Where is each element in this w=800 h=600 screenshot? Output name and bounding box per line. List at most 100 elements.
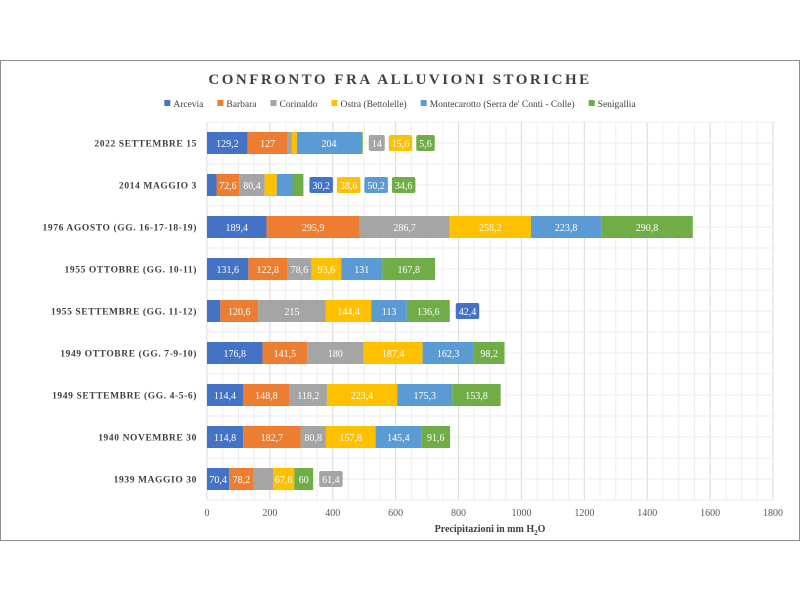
data-label-tag [416,135,435,151]
bar-segment [289,384,327,406]
category-label: 1949 SETTEMBRE (GG. 4-5-6) [52,391,197,402]
bar-segment [371,300,407,322]
data-label-tag [309,177,333,193]
data-label-tag [319,471,343,487]
bar-segment [287,132,292,154]
bar-segment [307,342,364,364]
bar-segment [262,342,308,364]
legend-swatch [164,100,171,106]
bar-segment [422,342,474,364]
bar-segment [601,216,693,238]
data-label: 61,4 [322,475,340,486]
category-label: 1940 NOVEMBRE 30 [98,434,197,444]
legend-label: Arcevia [173,100,204,110]
bar-segment [375,426,422,448]
bar-segment [207,132,248,154]
bar-segment [207,216,267,238]
data-label: 72,6 [219,181,237,192]
bar-segment [243,426,301,448]
legend-swatch [331,100,338,106]
x-tick-label: 1000 [511,508,531,519]
x-tick-label: 600 [388,508,403,519]
data-label: 78,6 [291,265,309,276]
bar-segment [247,132,288,154]
data-label-tag [388,135,413,151]
x-tick-labels: 0 200 400 600 800 1000 1200 1400 1600 1800 [205,508,784,519]
bar-segment [300,426,326,448]
bar-segment [311,258,342,280]
x-tick-label: 0 [205,508,210,519]
bar-segment [294,468,314,490]
x-tick-label: 1200 [574,508,594,519]
data-label: 42,4 [459,307,477,318]
bar-segment [216,174,240,196]
category-label: 1949 OTTOBRE (GG. 7-9-10) [60,349,197,360]
bar-segment [286,258,312,280]
bar-segment [406,300,450,322]
legend-swatch [217,100,224,106]
legend-label: Ostra (Bettolelle) [340,99,406,110]
legend-label: Montecarotto (Serra de' Conti - Colle) [430,99,575,110]
data-label: 14 [372,139,382,150]
category-label: 1976 AGOSTO (GG. 16-17-18-19) [43,223,197,234]
bar-segment [361,132,363,154]
bar-segment [473,342,505,364]
category-label: 1955 OTTOBRE (GG. 10-11) [65,265,197,276]
data-label: 153,8 [465,391,488,402]
legend-label: Barbara [226,100,257,110]
x-tick-label: 800 [451,508,466,519]
data-label: 223,4 [351,391,374,402]
data-label: 290,8 [636,223,659,234]
bar-segment [421,426,451,448]
bar-segment [325,426,376,448]
data-label: 131 [354,265,369,276]
bar-segment [207,468,230,490]
data-label: 5,6 [419,139,432,150]
data-label-tag [336,177,361,193]
category-label: 1955 SETTEMBRE (GG. 11-12) [51,307,197,318]
data-label: 118,2 [297,391,319,402]
bar-segment [253,468,274,490]
data-label: 145,4 [387,433,410,444]
data-label: 98,2 [480,349,498,360]
bar-segment [239,174,265,196]
data-label: 30,2 [312,181,330,192]
legend-label: Senigallia [598,100,637,110]
bar-segment [325,300,372,322]
x-tick-label: 400 [325,508,340,519]
legend-swatch [588,100,595,106]
data-label: 80,4 [243,181,261,192]
bar-segment [341,258,383,280]
data-label: 113 [382,307,397,318]
x-axis-title: Precipitazioni in mm H2O [435,524,546,537]
bar-segment [292,174,304,196]
category-label: 2014 MAGGIO 3 [119,182,197,192]
bar-segment [363,342,423,364]
data-label: 286,7 [393,223,416,234]
bar-segment [229,468,254,490]
bar-segment [207,300,221,322]
category-labels: 2022 SETTEMBRE 15 2014 MAGGIO 3 1976 AGOST… [43,140,197,486]
data-label: 38,6 [340,181,358,192]
legend-swatch [420,100,427,106]
data-label: 70,4 [209,475,227,486]
data-label: 148,8 [255,391,278,402]
bar-segment [449,216,531,238]
data-label: 295,9 [302,223,325,234]
data-label: 129,2 [216,139,239,150]
bar-segment [276,174,293,196]
data-label: 122,8 [256,265,279,276]
data-label: 167,8 [397,265,420,276]
data-label: 120,6 [228,307,251,318]
bar-segment [397,384,453,406]
data-label: 127 [260,139,275,150]
bar-segment [207,426,244,448]
data-label-tag [364,177,388,193]
data-label: 187,4 [382,349,405,360]
data-label: 91,6 [427,433,445,444]
bar-segment [359,216,450,238]
bar-segment [207,384,243,406]
category-label: 1939 MAGGIO 30 [114,476,197,486]
data-label: 114,8 [214,433,236,444]
